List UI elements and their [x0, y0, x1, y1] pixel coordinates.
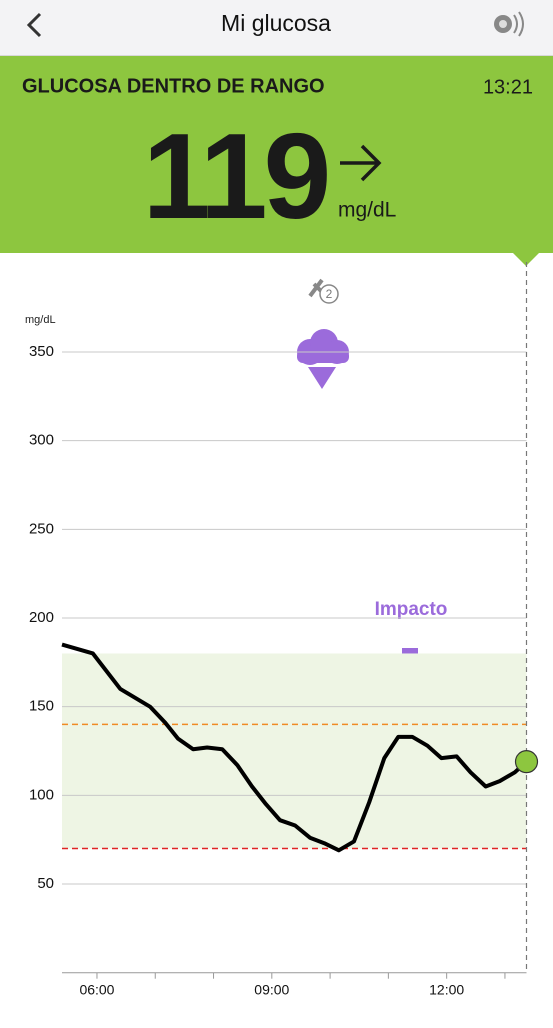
current-reading	[514, 750, 539, 774]
target-range	[62, 653, 527, 849]
status: GLUCOSA DENTRO DE RANGO	[22, 75, 325, 97]
y-tick-label: 350	[29, 343, 54, 360]
time: 13:21	[483, 76, 533, 98]
y-tick-label: 50	[37, 875, 54, 892]
glucose-unit: mg/dL	[338, 199, 396, 222]
back-button[interactable]	[26, 12, 42, 38]
trend-arrow	[340, 144, 382, 182]
glucose-banner	[0, 56, 553, 253]
top-bar	[0, 0, 553, 55]
y-axis-unit: mg/dL	[25, 314, 56, 326]
page-title: Mi glucosa	[221, 10, 331, 36]
x-tick-label: 12:00	[429, 981, 464, 997]
y-tick-label: 150	[29, 698, 54, 715]
y-tick-label: 100	[29, 786, 54, 803]
y-tick-label: 300	[29, 432, 54, 449]
glucose-value: 119	[143, 108, 328, 244]
sound-button[interactable]	[494, 11, 524, 37]
x-tick-label: 09:00	[254, 981, 289, 997]
food-icon	[297, 329, 349, 389]
y-tick-label: 200	[29, 609, 54, 626]
impact-label: Impacto	[375, 599, 448, 620]
now-pointer	[513, 253, 539, 266]
x-tick-label: 06:00	[79, 981, 114, 997]
glucose-line	[61, 642, 528, 853]
y-tick-label: 250	[29, 520, 54, 537]
insulin-icon: 2	[308, 278, 339, 304]
insulin-count: 2	[326, 287, 333, 301]
